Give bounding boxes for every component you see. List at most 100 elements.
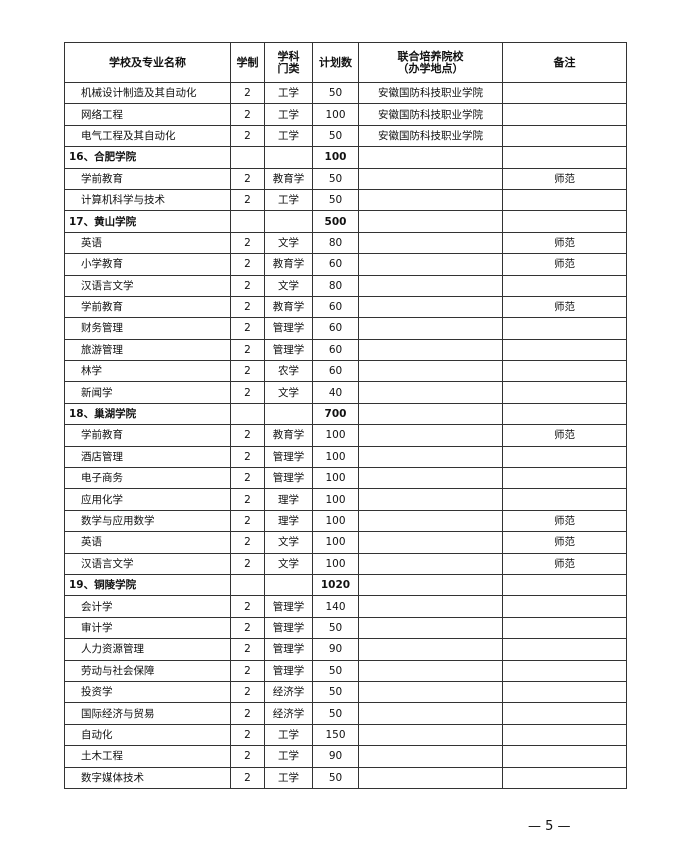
cell-category: 文学 (264, 231, 313, 255)
cell-partner (358, 167, 503, 190)
cell-category: 经济学 (264, 680, 313, 704)
cell-category (264, 573, 313, 597)
cell-note (502, 338, 627, 362)
cell-partner (358, 210, 503, 233)
cell-category: 教育学 (264, 253, 313, 276)
cell-note: 师范 (502, 167, 627, 190)
cell-name: 自动化 (64, 723, 231, 747)
cell-note (502, 680, 627, 704)
cell-plan: 60 (312, 253, 359, 276)
cell-name: 劳动与社会保障 (64, 659, 231, 682)
cell-years: 2 (230, 745, 265, 768)
cell-years: 2 (230, 467, 265, 490)
cell-partner: 安徽国防科技职业学院 (358, 103, 503, 126)
cell-years: 2 (230, 616, 265, 640)
cell-years: 2 (230, 317, 265, 340)
cell-partner (358, 659, 503, 682)
cell-category: 工学 (264, 745, 313, 768)
cell-category: 管理学 (264, 467, 313, 490)
cell-years: 2 (230, 188, 265, 212)
cell-plan: 100 (312, 103, 359, 126)
cell-plan: 140 (312, 595, 359, 618)
cell-partner (358, 573, 503, 597)
cell-name: 新闻学 (64, 381, 231, 404)
cell-note (502, 402, 627, 426)
cell-partner (358, 295, 503, 319)
cell-note (502, 766, 627, 789)
cell-plan: 50 (312, 766, 359, 789)
cell-category: 管理学 (264, 338, 313, 362)
cell-category (264, 402, 313, 426)
cell-partner (358, 360, 503, 383)
cell-name: 电气工程及其自动化 (64, 124, 231, 148)
cell-years: 2 (230, 445, 265, 469)
cell-category: 教育学 (264, 424, 313, 447)
cell-years: 2 (230, 638, 265, 661)
cell-note: 师范 (502, 424, 627, 447)
cell-category: 文学 (264, 531, 313, 554)
cell-name: 学前教育 (64, 295, 231, 319)
cell-note: 师范 (502, 295, 627, 319)
cell-years: 2 (230, 81, 265, 105)
header-category: 学科 门类 (264, 42, 313, 83)
cell-plan: 1020 (312, 573, 359, 597)
cell-years: 2 (230, 723, 265, 747)
cell-name: 英语 (64, 531, 231, 554)
cell-partner (358, 745, 503, 768)
cell-years: 2 (230, 274, 265, 297)
header-plan: 计划数 (312, 42, 359, 83)
cell-category: 工学 (264, 723, 313, 747)
table-row: 新闻学 2 文学 40 (64, 381, 627, 404)
cell-plan: 60 (312, 360, 359, 383)
cell-partner (358, 445, 503, 469)
cell-name: 旅游管理 (64, 338, 231, 362)
cell-note (502, 445, 627, 469)
cell-category (264, 146, 313, 169)
cell-years: 2 (230, 552, 265, 575)
table-row: 旅游管理 2 管理学 60 (64, 338, 627, 362)
cell-years (230, 573, 265, 597)
cell-years (230, 402, 265, 426)
cell-plan: 100 (312, 146, 359, 169)
cell-partner (358, 274, 503, 297)
cell-name: 会计学 (64, 595, 231, 618)
cell-plan: 150 (312, 723, 359, 747)
cell-years: 2 (230, 295, 265, 319)
table-row: 数学与应用数学 2 理学 100 师范 (64, 509, 627, 533)
cell-name: 18、巢湖学院 (64, 402, 231, 426)
cell-partner (358, 766, 503, 789)
cell-name: 电子商务 (64, 467, 231, 490)
table-row: 林学 2 农学 60 (64, 360, 627, 383)
cell-plan: 60 (312, 338, 359, 362)
cell-years: 2 (230, 766, 265, 789)
cell-note (502, 616, 627, 640)
cell-years: 2 (230, 103, 265, 126)
cell-plan: 50 (312, 659, 359, 682)
cell-partner (358, 488, 503, 511)
cell-name: 学前教育 (64, 424, 231, 447)
enrollment-table: 学校及专业名称 学制 学科 门类 计划数 联合培养院校 （办学地点） 备注 机械… (64, 42, 627, 789)
cell-partner (358, 531, 503, 554)
cell-years: 2 (230, 360, 265, 383)
cell-plan: 100 (312, 552, 359, 575)
school-row: 19、铜陵学院 1020 (64, 573, 627, 597)
cell-name: 17、黄山学院 (64, 210, 231, 233)
cell-partner (358, 231, 503, 255)
table-row: 酒店管理 2 管理学 100 (64, 445, 627, 469)
cell-partner (358, 146, 503, 169)
cell-plan: 100 (312, 531, 359, 554)
table-row: 学前教育 2 教育学 100 师范 (64, 424, 627, 447)
cell-note (502, 124, 627, 148)
cell-plan: 500 (312, 210, 359, 233)
cell-years: 2 (230, 595, 265, 618)
cell-note (502, 274, 627, 297)
cell-partner (358, 552, 503, 575)
school-row: 18、巢湖学院 700 (64, 402, 627, 426)
table-row: 土木工程 2 工学 90 (64, 745, 627, 768)
table-row: 劳动与社会保障 2 管理学 50 (64, 659, 627, 682)
cell-category: 文学 (264, 381, 313, 404)
cell-years: 2 (230, 659, 265, 682)
cell-plan: 700 (312, 402, 359, 426)
cell-category: 管理学 (264, 445, 313, 469)
cell-category: 工学 (264, 766, 313, 789)
